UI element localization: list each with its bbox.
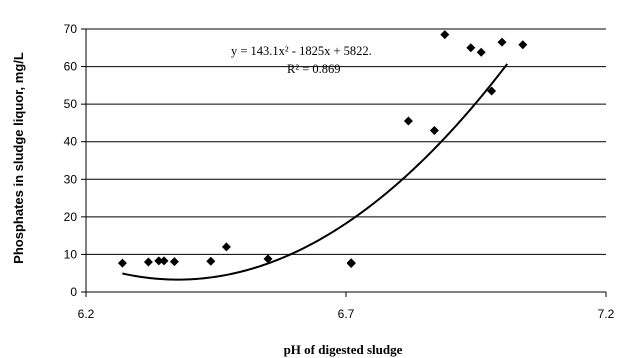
data-point-0: [117, 258, 127, 268]
data-point-16: [497, 37, 507, 47]
x-tick-label-1: 6.7: [338, 307, 355, 321]
data-point-6: [221, 242, 231, 252]
axes: [81, 28, 607, 297]
data-point-15: [487, 86, 497, 96]
data-point-7: [263, 254, 273, 264]
data-point-4: [169, 257, 179, 267]
y-tick-label-70: 70: [64, 22, 78, 36]
y-tick-label-20: 20: [64, 210, 78, 224]
x-tick-label-0: 6.2: [78, 307, 95, 321]
data-point-17: [518, 40, 528, 50]
y-axis-title: Phosphates in sludge liquor, mg/L: [11, 52, 26, 264]
x-tick-label-2: 7.2: [598, 307, 615, 321]
x-axis-title: pH of digested sludge: [284, 342, 403, 357]
data-point-12: [440, 30, 450, 40]
tick-labels: 0 10 20 30 40 50 60 70 6.2 6.7 7.2: [64, 22, 615, 321]
r-squared-label: R² = 0.869: [287, 62, 341, 76]
data-point-5: [206, 256, 216, 266]
data-point-14: [476, 47, 486, 57]
y-tick-label-30: 30: [64, 172, 78, 186]
trendline: [122, 63, 508, 281]
data-point-2: [154, 256, 164, 266]
y-tick-label-60: 60: [64, 60, 78, 74]
y-tick-label-50: 50: [64, 97, 78, 111]
y-tick-label-10: 10: [64, 247, 78, 261]
data-point-3: [159, 256, 169, 266]
trendline-equation: y = 143.1x² - 1825x + 5822.: [231, 44, 372, 58]
data-points: [117, 30, 528, 268]
gridlines: [86, 28, 606, 255]
y-tick-label-40: 40: [64, 135, 78, 149]
data-point-13: [466, 43, 476, 53]
data-point-11: [429, 125, 439, 135]
data-point-10: [403, 116, 413, 126]
data-point-1: [143, 257, 153, 267]
y-tick-label-0: 0: [70, 285, 77, 299]
data-point-9: [346, 258, 356, 268]
